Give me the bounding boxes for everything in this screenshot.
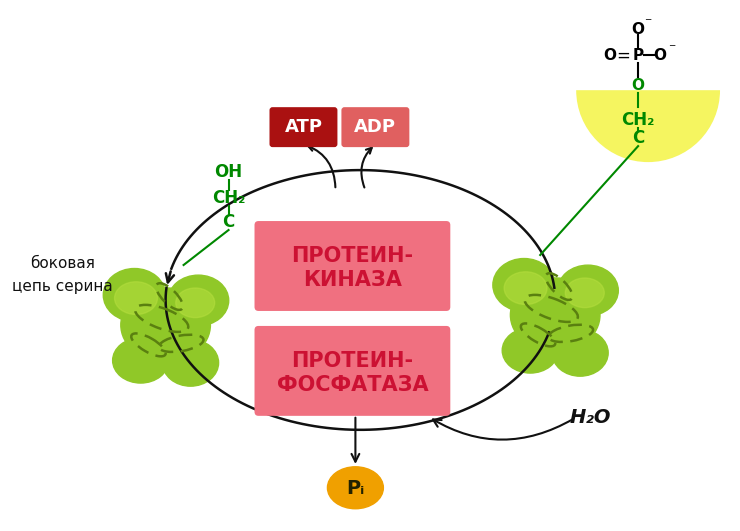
Text: P: P: [633, 48, 644, 63]
Ellipse shape: [327, 467, 383, 509]
Ellipse shape: [168, 275, 229, 326]
Text: C: C: [632, 129, 645, 147]
Ellipse shape: [504, 272, 547, 304]
Text: C: C: [223, 213, 235, 231]
Text: боковая
цепь серина: боковая цепь серина: [13, 256, 113, 294]
Text: CH₂: CH₂: [212, 189, 245, 207]
Ellipse shape: [112, 338, 169, 383]
Text: OH: OH: [215, 163, 243, 181]
Ellipse shape: [121, 288, 210, 362]
FancyBboxPatch shape: [341, 107, 409, 147]
Text: Pᵢ: Pᵢ: [346, 479, 365, 498]
Text: ADP: ADP: [354, 118, 397, 136]
Ellipse shape: [565, 278, 605, 307]
Ellipse shape: [552, 329, 608, 376]
Text: O: O: [604, 48, 616, 63]
FancyBboxPatch shape: [255, 326, 451, 416]
Text: ПРОТЕИН-
ФОСФАТАЗА: ПРОТЕИН- ФОСФАТАЗА: [277, 351, 428, 395]
Ellipse shape: [115, 282, 158, 314]
Text: ПРОТЕИН-
КИНАЗА: ПРОТЕИН- КИНАЗА: [292, 246, 414, 290]
Ellipse shape: [557, 265, 619, 316]
Ellipse shape: [104, 269, 166, 321]
Text: =: =: [616, 47, 630, 65]
Text: O: O: [632, 78, 645, 93]
Text: O: O: [632, 22, 645, 37]
Text: $^-$: $^-$: [643, 16, 653, 29]
FancyBboxPatch shape: [269, 107, 337, 147]
Ellipse shape: [493, 259, 555, 312]
Ellipse shape: [175, 288, 215, 318]
Ellipse shape: [502, 328, 558, 373]
Text: $^-$: $^-$: [667, 42, 677, 55]
FancyBboxPatch shape: [255, 221, 451, 311]
Text: H₂O: H₂O: [569, 408, 611, 427]
Ellipse shape: [163, 339, 218, 386]
Text: ATP: ATP: [284, 118, 323, 136]
Text: CH₂: CH₂: [622, 111, 655, 129]
Wedge shape: [576, 90, 720, 162]
Ellipse shape: [511, 278, 600, 352]
Text: O: O: [653, 48, 667, 63]
